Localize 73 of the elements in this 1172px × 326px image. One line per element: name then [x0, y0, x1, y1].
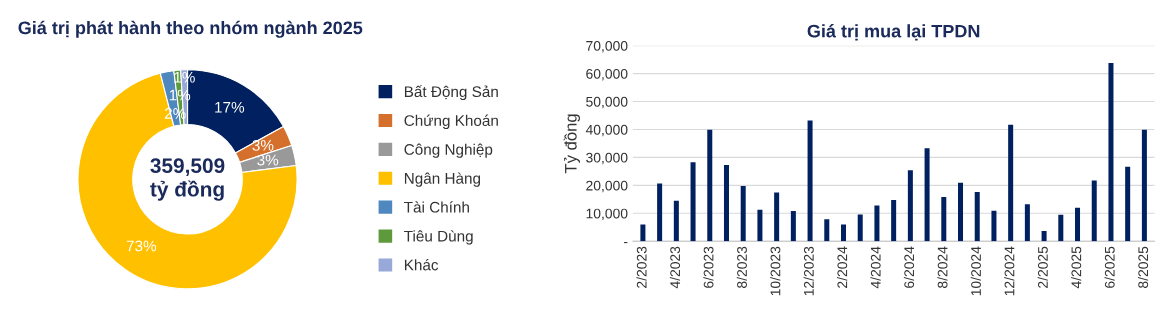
bar [857, 214, 863, 242]
bar [891, 199, 897, 242]
x-tick-label: 4/2024 [870, 246, 881, 289]
legend-label: Chứng Khoán [404, 114, 498, 130]
bar [640, 224, 646, 242]
data-label: 3% [257, 154, 279, 166]
bar [1091, 180, 1097, 242]
bar [723, 164, 729, 242]
donut-slice [77, 72, 298, 290]
x-tick-label: 12/2024 [1004, 246, 1015, 296]
bar [657, 183, 663, 242]
bar [1141, 129, 1147, 242]
data-label: 17% [215, 101, 245, 113]
bar [958, 182, 964, 242]
bar [1125, 166, 1131, 242]
legend-label: Bất Động Sản [404, 85, 498, 101]
bar [757, 209, 763, 242]
legend-label: Công Nghiệp [404, 143, 493, 158]
y-tick-label: 20,000 [586, 180, 628, 193]
y-tick-label: 30,000 [586, 152, 628, 165]
data-label: 1% [174, 71, 195, 83]
x-tick-label: 2/2025 [1037, 246, 1048, 288]
data-label: 3% [252, 139, 274, 151]
bar [1075, 207, 1081, 242]
y-tick-label: - [624, 242, 628, 244]
bar [690, 162, 696, 242]
x-tick-label: 12/2023 [803, 246, 814, 296]
x-tick-label: 2/2023 [636, 246, 647, 288]
x-tick-label: 8/2023 [736, 246, 747, 288]
data-label: 73% [126, 240, 157, 252]
x-tick-label: 10/2023 [770, 246, 781, 296]
bar [740, 185, 746, 242]
bar [991, 210, 997, 242]
bar [1008, 124, 1014, 242]
legend-label: Tài Chính [404, 201, 469, 213]
chart-title: Giá trị phát hành theo nhóm ngành 2025 [18, 20, 363, 38]
y-axis-title: Tỷ đồng [563, 114, 580, 174]
bar [1058, 214, 1064, 242]
bar [824, 219, 830, 242]
y-tick-label: 40,000 [585, 124, 628, 137]
bar [924, 148, 930, 242]
x-tick-label: 4/2025 [1071, 246, 1082, 289]
bar [790, 211, 796, 242]
y-tick-label: 50,000 [586, 96, 628, 109]
legend-label: Ngân Hàng [404, 172, 481, 187]
chart-title: Giá trị mua lại TPDN [807, 24, 980, 41]
x-tick-label: 8/2024 [937, 246, 948, 288]
x-tick-label: 10/2024 [970, 246, 981, 296]
legend-label: Khác [404, 258, 439, 271]
y-tick-label: 60,000 [586, 68, 628, 81]
y-tick-label: 70,000 [586, 40, 628, 53]
bar [1024, 204, 1030, 242]
bar [840, 224, 847, 242]
x-tick-label: 2/2024 [837, 246, 848, 288]
y-tick-label: 10,000 [586, 208, 628, 221]
x-tick-label: 8/2025 [1137, 246, 1149, 288]
bar [974, 192, 980, 242]
bar [673, 200, 679, 242]
x-tick-label: 6/2023 [703, 246, 714, 288]
data-label: 2% [164, 108, 186, 119]
bar [1041, 230, 1047, 242]
x-tick-label: 6/2025 [1104, 246, 1115, 288]
bar [1108, 62, 1114, 242]
x-tick-label: 4/2023 [669, 246, 681, 289]
bar [907, 170, 913, 242]
bar [874, 205, 880, 242]
bar [707, 129, 713, 242]
text: 359,509 tỷ đồng [150, 158, 225, 201]
legend-label: Tiêu Dùng [404, 230, 473, 245]
bar [941, 197, 947, 242]
bar [774, 192, 780, 242]
bar [807, 120, 813, 242]
x-tick-label: 6/2024 [903, 246, 915, 288]
